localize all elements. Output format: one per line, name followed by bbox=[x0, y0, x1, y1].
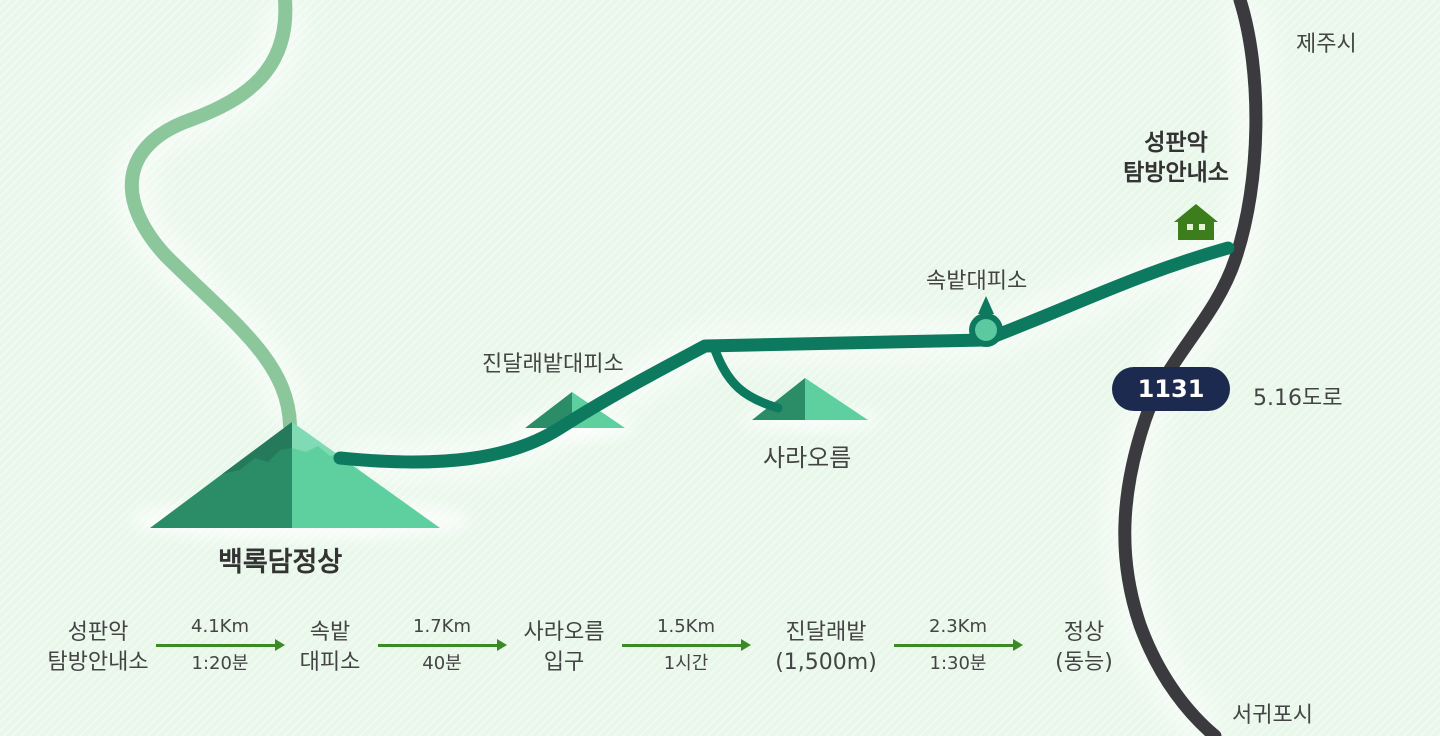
house-icon bbox=[1174, 204, 1218, 240]
segment-arrow-icon bbox=[378, 639, 507, 651]
station-marker-icon bbox=[969, 296, 1003, 347]
sokbat-shelter-label: 속밭대피소 bbox=[926, 269, 1028, 294]
summary-node-sara-oreum: 사라오름 입구 bbox=[510, 618, 618, 678]
peak-label: 백록담정상 bbox=[218, 547, 343, 578]
segment-arrow-icon bbox=[894, 639, 1023, 651]
info-office-label: 성판악 탐방안내소 bbox=[1106, 128, 1246, 188]
road-number-badge: 1131 bbox=[1112, 367, 1230, 411]
seongpanak-trail-path bbox=[333, 241, 1235, 469]
info-office-label-line1: 성판악 bbox=[1144, 130, 1208, 156]
summary-node-jindallaebat: 진달래밭 (1,500m) bbox=[764, 618, 888, 678]
jeju-city-label: 제주시 bbox=[1296, 32, 1357, 57]
summary-node-line2: 탐방안내소 bbox=[47, 650, 149, 675]
summary-node-seongpanak: 성판악 탐방안내소 bbox=[30, 618, 166, 678]
segment-arrow-icon bbox=[622, 639, 751, 651]
summary-node-line1: 정상 bbox=[1063, 620, 1105, 645]
segment-arrow-icon bbox=[156, 639, 285, 651]
summary-segment: 1.5Km 1시간 bbox=[622, 614, 751, 677]
segment-time: 1시간 bbox=[663, 653, 709, 674]
jindallaebat-shelter-label: 진달래밭대피소 bbox=[482, 352, 624, 377]
info-office-label-line2: 탐방안내소 bbox=[1123, 160, 1229, 186]
segment-distance: 1.7Km bbox=[413, 616, 471, 637]
summary-node-summit: 정상 (동능) bbox=[1034, 618, 1134, 678]
summary-node-line1: 속밭 bbox=[309, 620, 351, 645]
road-name-label: 5.16도로 bbox=[1253, 386, 1343, 411]
summary-node-line2: (1,500m) bbox=[775, 650, 877, 675]
summary-node-line2: (동능) bbox=[1055, 650, 1113, 675]
sara-oreum-label: 사라오름 bbox=[763, 444, 852, 472]
peak-mountain-icon bbox=[150, 422, 440, 528]
sara-oreum-branch-path bbox=[710, 345, 783, 413]
summary-segment: 1.7Km 40분 bbox=[378, 614, 507, 677]
summary-node-line2: 입구 bbox=[543, 650, 585, 675]
segment-time: 1:20분 bbox=[191, 653, 249, 674]
seogwipo-city-label: 서귀포시 bbox=[1232, 703, 1313, 728]
summary-node-line1: 성판악 bbox=[67, 620, 129, 645]
summary-node-line1: 사라오름 bbox=[523, 620, 605, 645]
summary-node-line2: 대피소 bbox=[299, 650, 361, 675]
summary-node-line1: 진달래밭 bbox=[785, 620, 867, 645]
sara-oreum-mountain-icon bbox=[752, 378, 868, 420]
segment-distance: 2.3Km bbox=[929, 616, 987, 637]
summary-node-sokbat: 속밭 대피소 bbox=[290, 618, 370, 678]
segment-distance: 4.1Km bbox=[191, 616, 249, 637]
old-trail-path bbox=[124, 0, 297, 432]
segment-distance: 1.5Km bbox=[657, 616, 715, 637]
segment-time: 1:30분 bbox=[929, 653, 987, 674]
summary-segment: 2.3Km 1:30분 bbox=[894, 614, 1023, 677]
segment-time: 40분 bbox=[422, 653, 462, 674]
summary-segment: 4.1Km 1:20분 bbox=[156, 614, 285, 677]
